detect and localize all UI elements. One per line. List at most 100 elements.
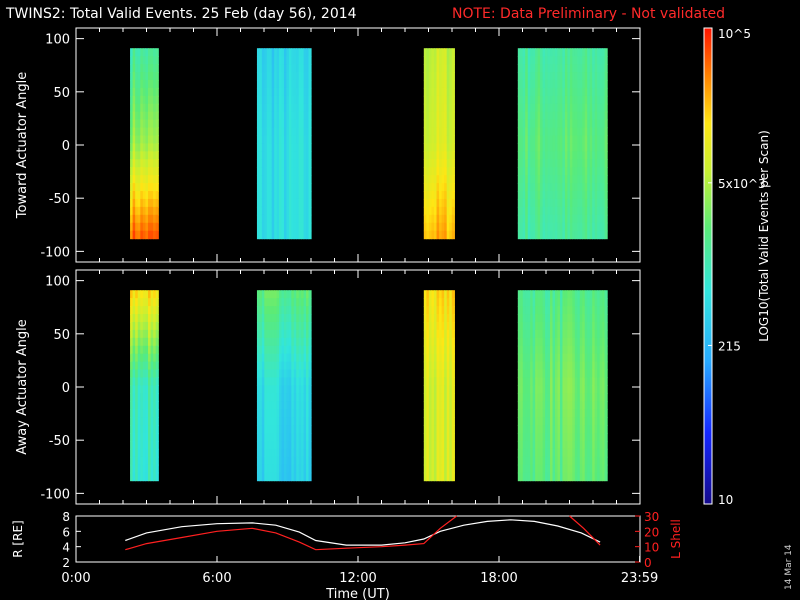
bottom-cell — [527, 464, 531, 474]
bottom-cell — [444, 361, 448, 371]
top-cell — [584, 143, 588, 152]
bottom-cell — [542, 440, 546, 450]
top-cell — [522, 183, 526, 192]
top-cell — [527, 72, 531, 81]
bottom-cell — [559, 425, 564, 434]
bottom-cell — [522, 472, 526, 482]
bottom-cell — [145, 393, 149, 402]
top-cell — [150, 79, 154, 89]
bottom-cell — [527, 417, 531, 426]
top-cell — [587, 230, 591, 240]
orbit-xtick-label: 0:00 — [61, 571, 90, 586]
bottom-cell — [584, 337, 588, 347]
bottom-cell — [298, 440, 302, 450]
bottom-cell — [451, 433, 455, 442]
top-cell — [150, 198, 154, 208]
bottom-cell — [552, 345, 556, 355]
bottom-cell — [293, 314, 297, 323]
top-cell — [140, 119, 144, 129]
top-cell — [602, 183, 606, 192]
top-cell — [582, 103, 586, 113]
bottom-cell — [274, 417, 278, 426]
bottom-cell — [545, 306, 549, 315]
bottom-cell — [569, 417, 573, 426]
bottom-cell — [572, 314, 576, 323]
top-cell — [550, 183, 554, 192]
top-cell — [286, 222, 290, 232]
top-cell — [286, 103, 290, 113]
bottom-cell — [579, 393, 583, 402]
bottom-cell — [564, 464, 569, 474]
bottom-cell — [569, 433, 573, 442]
top-cell — [256, 183, 261, 192]
top-cell — [145, 143, 149, 152]
top-ytick-label: -100 — [40, 245, 70, 260]
bottom-cell — [579, 448, 583, 458]
bottom-cell — [288, 298, 292, 307]
bottom-cell — [602, 337, 606, 347]
top-cell — [426, 56, 430, 65]
bottom-cell — [562, 377, 566, 386]
bottom-cell — [532, 329, 536, 339]
top-cell — [293, 175, 297, 184]
bottom-cell — [550, 361, 554, 371]
bottom-cell — [145, 464, 149, 474]
top-cell — [150, 159, 154, 168]
orbit-ytick-left-label: 8 — [62, 510, 70, 524]
bottom-cell — [256, 472, 261, 482]
top-cell — [135, 198, 139, 208]
top-cell — [145, 72, 149, 81]
bottom-cell — [592, 314, 596, 323]
top-cell — [279, 159, 283, 168]
bottom-cell — [567, 425, 571, 434]
top-cell — [599, 191, 603, 200]
bottom-cell — [564, 456, 569, 466]
top-cell — [540, 56, 544, 65]
bottom-cell — [577, 417, 581, 426]
top-cell — [266, 159, 270, 168]
bottom-cell — [145, 433, 149, 442]
bottom-cell — [562, 393, 566, 402]
bottom-cell — [298, 393, 302, 402]
top-cell — [306, 159, 310, 168]
bottom-cell — [562, 329, 566, 339]
top-cell — [145, 167, 149, 176]
top-cell — [155, 198, 159, 208]
bottom-cell — [281, 433, 285, 442]
top-cell — [261, 175, 265, 184]
top-cell — [135, 143, 139, 152]
top-cell — [148, 167, 152, 176]
bottom-cell — [567, 306, 571, 315]
top-cell — [444, 175, 448, 184]
top-cell — [517, 206, 521, 216]
top-cell — [525, 230, 529, 240]
top-cell — [579, 175, 583, 184]
top-cell — [522, 56, 526, 65]
top-cell — [153, 72, 157, 81]
bottom-cell — [264, 353, 268, 363]
top-cell — [530, 191, 534, 200]
top-cell — [145, 56, 149, 65]
bottom-cell — [532, 456, 536, 466]
bottom-cell — [431, 472, 435, 482]
bottom-cell — [140, 456, 144, 466]
bottom-cell — [577, 440, 581, 450]
top-cell — [537, 175, 541, 184]
bottom-cell — [522, 345, 526, 355]
bottom-cell — [602, 456, 606, 466]
bottom-cell — [130, 456, 134, 466]
bottom-cell — [148, 369, 152, 379]
bottom-cell — [577, 314, 581, 323]
bottom-cell — [451, 417, 455, 426]
bottom-cell — [271, 361, 275, 371]
bottom-cell — [602, 433, 606, 442]
top-cell — [451, 230, 455, 240]
bottom-cell — [283, 329, 288, 339]
top-cell — [261, 151, 265, 160]
top-cell — [308, 103, 312, 113]
bottom-cell — [547, 377, 551, 386]
bottom-cell — [451, 321, 455, 331]
top-cell — [439, 214, 443, 224]
top-cell — [525, 214, 529, 224]
top-cell — [293, 214, 297, 224]
